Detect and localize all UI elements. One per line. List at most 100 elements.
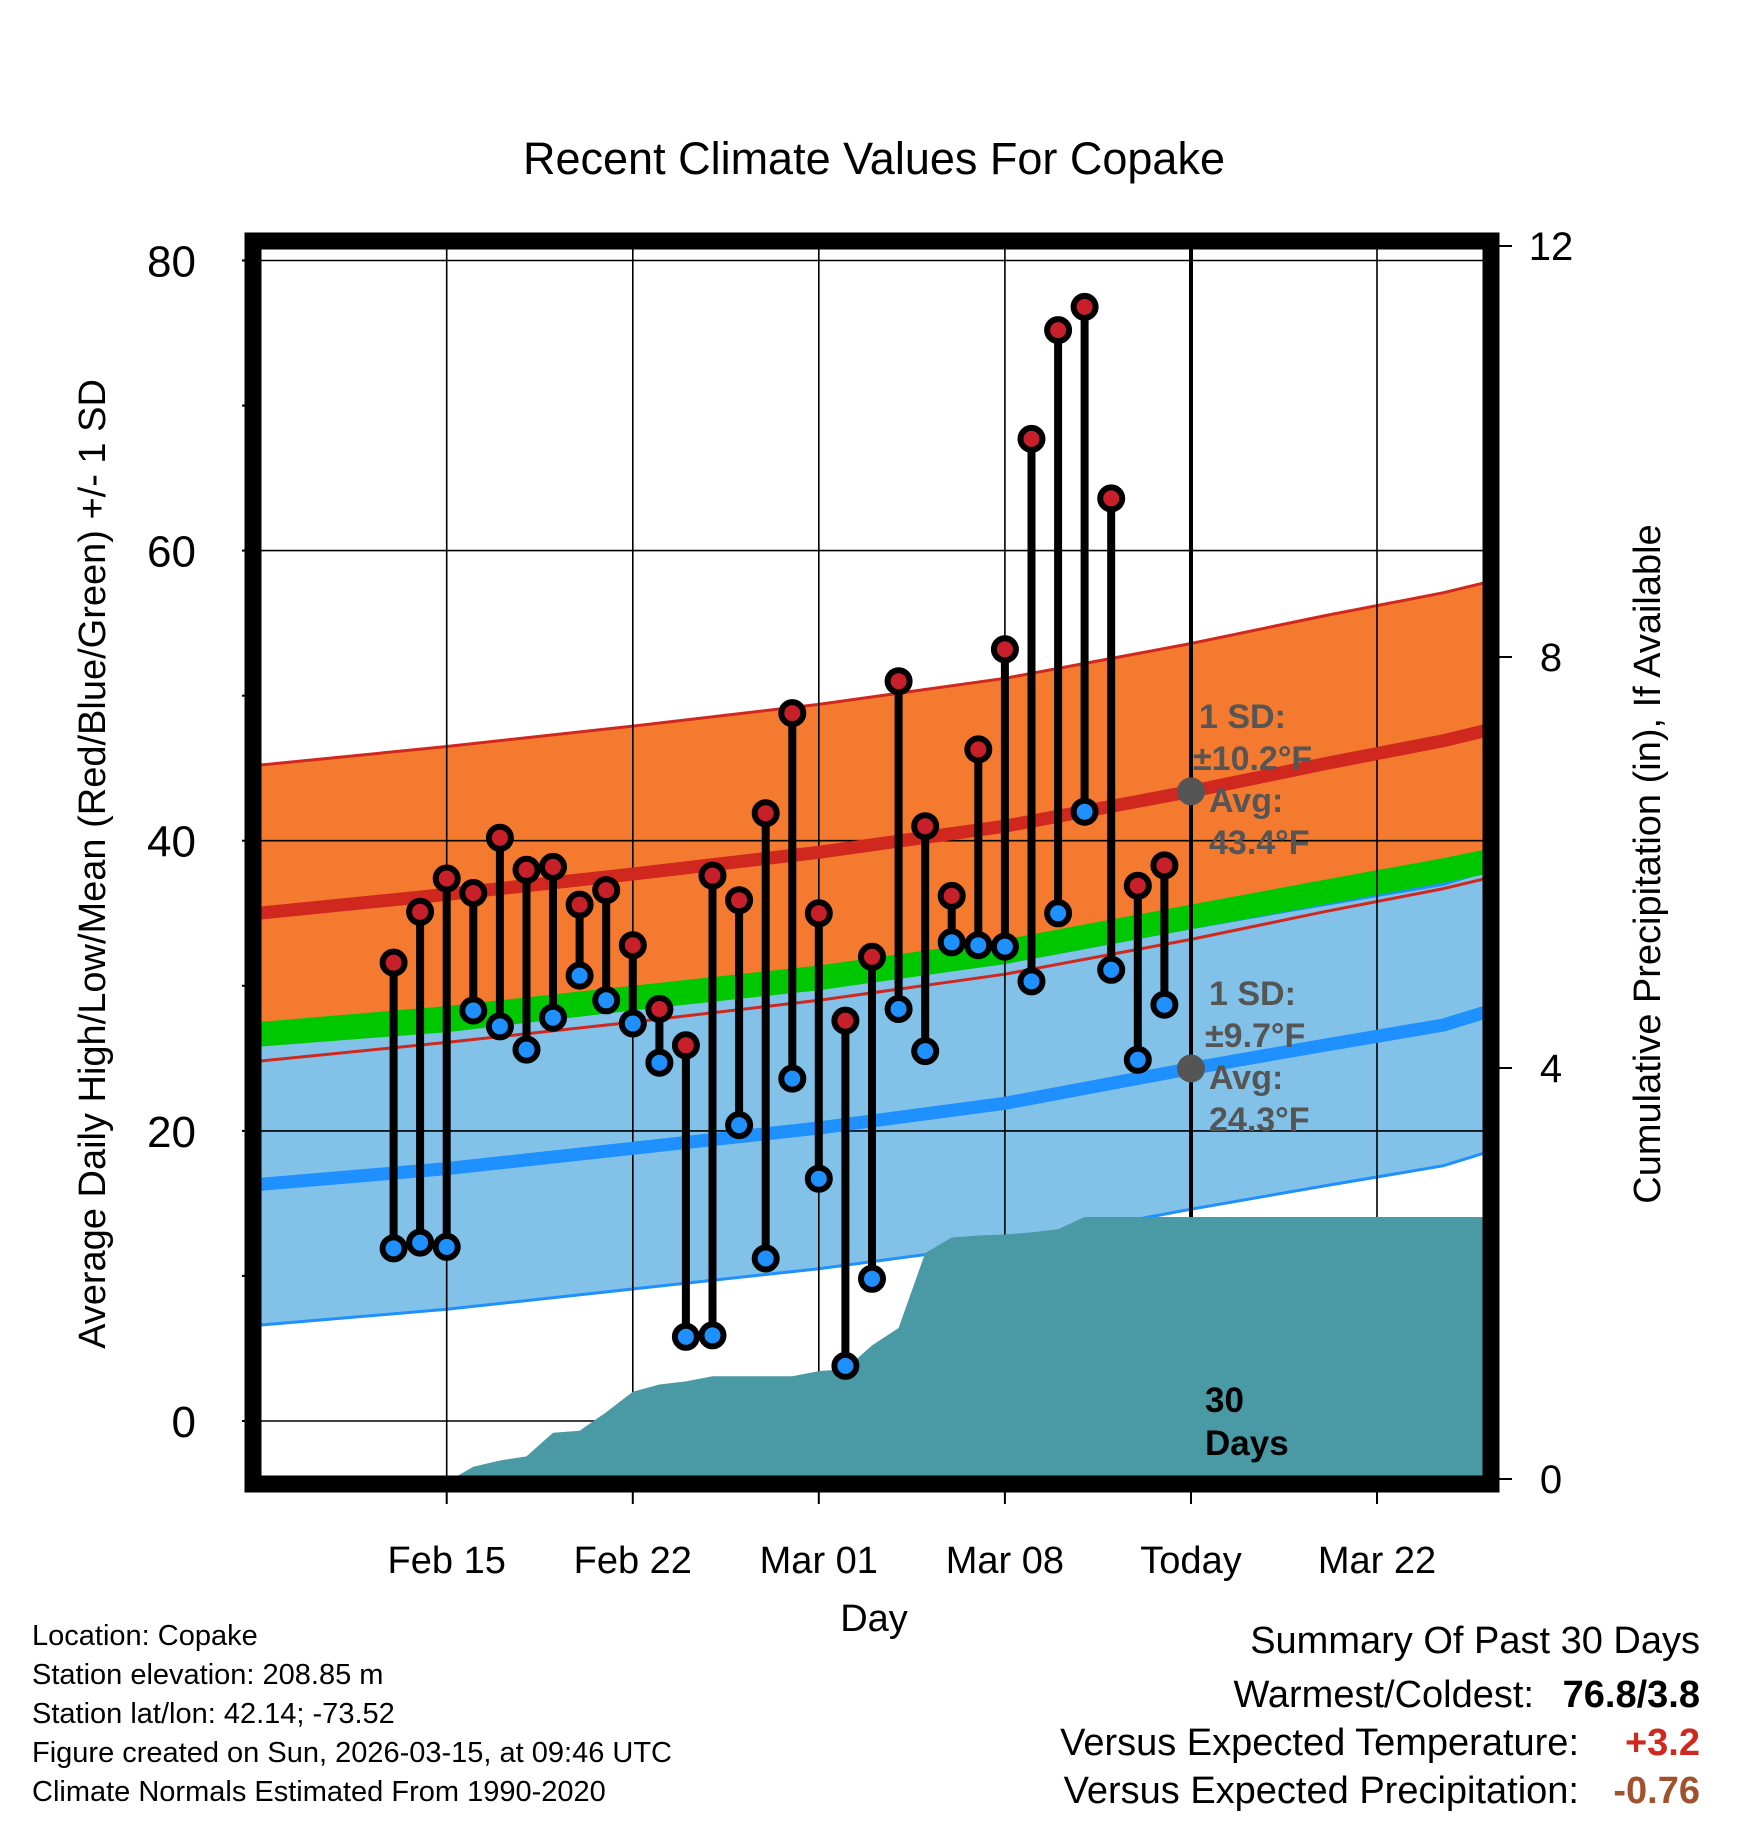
daily-high-marker — [858, 942, 886, 971]
high-sd-value: ±10.2°F — [1193, 740, 1312, 778]
daily-high-marker — [698, 861, 727, 890]
daily-low-marker — [1017, 967, 1046, 996]
daily-low-marker — [1097, 955, 1126, 984]
high-sd-label: 1 SD: — [1199, 698, 1286, 736]
daily-low-marker — [884, 995, 913, 1023]
summary-temp-label: Versus Expected Temperature: — [1060, 1722, 1579, 1764]
chart-title: Recent Climate Values For Copake — [523, 133, 1225, 184]
summary-temp-value: +3.2 — [1624, 1722, 1700, 1764]
summary-warmest-value: 76.8/3.8 — [1562, 1674, 1700, 1716]
summary-title: Summary Of Past 30 Days — [1250, 1620, 1700, 1662]
daily-low-marker — [698, 1321, 727, 1350]
summary-warmest-row: Warmest/Coldest: 76.8/3.8 — [1233, 1674, 1700, 1717]
daily-high-marker — [804, 899, 833, 928]
daily-high-marker — [778, 699, 807, 728]
daily-low-marker — [565, 961, 594, 990]
daily-low-marker — [671, 1322, 700, 1351]
low-avg-dot — [1177, 1054, 1205, 1083]
y2-tick-label: 8 — [1540, 636, 1562, 680]
daily-low-marker — [1123, 1045, 1152, 1074]
daily-high-marker — [618, 931, 647, 960]
daily-high-marker — [512, 855, 541, 884]
daily-high-marker — [990, 635, 1019, 664]
x-tick-label: Today — [1140, 1540, 1241, 1582]
daily-low-marker — [618, 1009, 647, 1038]
annot-layer: 1 SD: ±10.2°F Avg: 43.4°F 1 SD: ±9.7°F Avg: 24.… — [1177, 698, 1312, 1463]
daily-high-marker — [1150, 851, 1179, 880]
y2-tick-label: 0 — [1540, 1458, 1562, 1502]
footer-elevation: Station elevation: 208.85 m — [32, 1659, 384, 1691]
daily-high-marker — [937, 881, 966, 910]
footer-normals: Climate Normals Estimated From 1990-2020 — [32, 1776, 606, 1808]
x-tick-label: Feb 15 — [388, 1540, 506, 1582]
daily-low-marker — [485, 1012, 514, 1041]
x-tick-label: Feb 22 — [574, 1540, 692, 1582]
y2-tick-label: 4 — [1540, 1047, 1562, 1091]
daily-high-marker — [831, 1006, 860, 1035]
daily-high-marker — [459, 879, 488, 907]
mean-band — [258, 849, 1486, 1047]
x-tick-label: Mar 08 — [946, 1540, 1064, 1582]
daily-low-marker — [645, 1048, 674, 1077]
bars-layer — [379, 292, 1179, 1380]
daily-high-marker — [1123, 871, 1152, 900]
daily-high-marker — [565, 890, 594, 919]
daily-high-marker — [1017, 424, 1046, 453]
daily-low-marker — [804, 1164, 833, 1193]
daily-low-marker — [911, 1037, 940, 1066]
daily-low-marker — [379, 1234, 408, 1263]
precip-area — [380, 1217, 1486, 1479]
daily-high-marker — [671, 1031, 700, 1060]
precip-layer — [380, 1217, 1486, 1479]
x-tick-label: Mar 01 — [760, 1540, 878, 1582]
daily-low-marker — [459, 996, 488, 1025]
daily-high-marker — [1070, 292, 1099, 321]
window-days-unit: Days — [1205, 1424, 1289, 1463]
daily-high-marker — [379, 948, 408, 977]
daily-high-marker — [751, 799, 780, 828]
footer-created: Figure created on Sun, 2026-03-15, at 09… — [32, 1737, 672, 1769]
y-tick-label: 20 — [147, 1108, 196, 1157]
y-tick-label: 0 — [172, 1398, 196, 1447]
daily-low-marker — [858, 1264, 886, 1293]
daily-high-marker — [1097, 484, 1126, 513]
daily-high-marker — [485, 823, 514, 852]
daily-high-marker — [884, 667, 913, 696]
high-avg-dot — [1177, 777, 1205, 806]
low-sd-value: ±9.7°F — [1205, 1017, 1305, 1055]
low-avg-value: 24.3°F — [1209, 1101, 1310, 1139]
x-tick-label: Mar 22 — [1318, 1540, 1436, 1582]
y-tick-label: 60 — [147, 528, 196, 577]
daily-low-marker — [1150, 990, 1179, 1019]
y-tick-label: 80 — [147, 238, 196, 287]
daily-high-marker — [911, 812, 940, 841]
daily-low-marker — [778, 1064, 807, 1093]
summary-warmest-label: Warmest/Coldest: — [1233, 1674, 1534, 1716]
plot-frame — [244, 232, 1500, 1493]
window-days-number: 30 — [1205, 1381, 1244, 1420]
daily-high-marker — [539, 852, 567, 881]
footer-latlon: Station lat/lon: 42.14; -73.52 — [32, 1698, 395, 1730]
summary-temp-row: Versus Expected Temperature: +3.2 — [1060, 1722, 1700, 1765]
daily-low-marker — [406, 1228, 435, 1257]
high-avg-label: Avg: — [1209, 782, 1283, 820]
low-avg-label: Avg: — [1209, 1059, 1283, 1097]
footer-location: Location: Copake — [32, 1620, 258, 1652]
summary-precip-value: -0.76 — [1613, 1770, 1700, 1812]
daily-high-marker — [592, 876, 621, 905]
daily-high-marker — [432, 864, 461, 893]
y2-tick-label: 12 — [1529, 225, 1574, 269]
daily-low-marker — [990, 932, 1019, 961]
daily-high-marker — [406, 897, 435, 926]
daily-low-marker — [512, 1035, 541, 1064]
daily-low-marker — [592, 986, 621, 1015]
low-sd-label: 1 SD: — [1209, 975, 1296, 1013]
frame-layer — [244, 232, 1500, 1493]
y2-axis-title: Cumulative Precipitation (in), If Availa… — [1627, 524, 1669, 1203]
normal-low-line — [258, 1005, 1486, 1191]
daily-high-marker — [1044, 316, 1073, 345]
daily-low-marker — [539, 1003, 567, 1032]
summary-precip-label: Versus Expected Precipitation: — [1063, 1770, 1579, 1812]
